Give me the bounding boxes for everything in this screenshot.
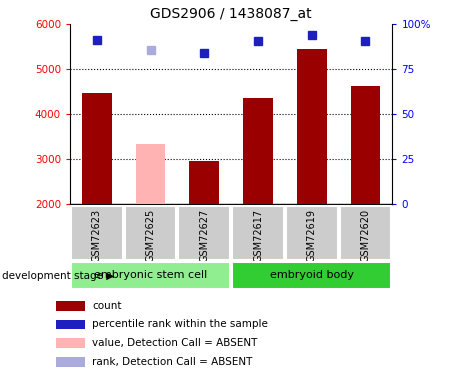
Text: value, Detection Call = ABSENT: value, Detection Call = ABSENT (92, 338, 258, 348)
Title: GDS2906 / 1438087_at: GDS2906 / 1438087_at (150, 7, 312, 21)
Text: rank, Detection Call = ABSENT: rank, Detection Call = ABSENT (92, 357, 253, 367)
Bar (179, 206, 230, 260)
Bar (189, 161, 219, 204)
Bar (297, 49, 327, 204)
Text: embryonic stem cell: embryonic stem cell (94, 270, 207, 280)
Text: GSM72625: GSM72625 (146, 209, 156, 262)
Bar (351, 87, 380, 204)
Bar (71, 206, 123, 260)
Bar (56, 357, 85, 367)
Text: GSM72627: GSM72627 (199, 209, 209, 262)
Text: count: count (92, 301, 122, 310)
Bar (125, 206, 176, 260)
Bar (56, 338, 85, 348)
Bar (243, 98, 273, 204)
Bar (56, 320, 85, 329)
Text: embryoid body: embryoid body (270, 270, 354, 280)
Bar (340, 206, 391, 260)
Text: percentile rank within the sample: percentile rank within the sample (92, 320, 268, 329)
Text: development stage ▶: development stage ▶ (2, 271, 115, 280)
Bar (82, 93, 111, 204)
Text: GSM72619: GSM72619 (307, 209, 317, 262)
Text: GSM72623: GSM72623 (92, 209, 102, 262)
Bar (286, 206, 337, 260)
Bar (136, 144, 166, 204)
Bar (232, 206, 284, 260)
Text: GSM72620: GSM72620 (360, 209, 371, 262)
Bar (56, 301, 85, 310)
Bar (71, 262, 230, 289)
Text: GSM72617: GSM72617 (253, 209, 263, 262)
Bar (232, 262, 391, 289)
